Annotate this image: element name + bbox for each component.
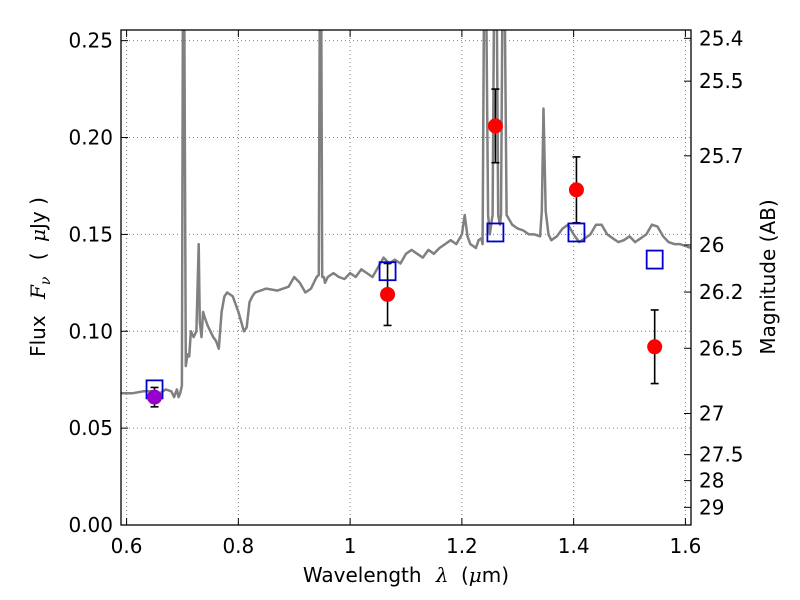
- axes: 0.6 0.8 1 1.2 1.4 1.6 0.00 0.05 0.10 0.15 0.20 0.25…: [68, 26, 743, 558]
- y2-tick-label: 29: [699, 495, 724, 519]
- model-point: [567, 222, 586, 243]
- y-axis-label-unit: Jy ): [26, 197, 50, 231]
- y2-tick-label: 26.5: [699, 336, 744, 360]
- y-axis-label-mu: μ: [26, 229, 50, 242]
- y2-tick-label: 26: [699, 233, 724, 257]
- x-axis-label-symbol: λ: [435, 563, 449, 587]
- y-tick-label: 0.00: [68, 513, 113, 537]
- y2-tick-label: 26.2: [699, 280, 744, 304]
- y-tick-label: 0.10: [68, 319, 113, 343]
- data-layer: [121, 30, 691, 399]
- observed-point: [147, 389, 163, 405]
- observed-point: [487, 118, 503, 134]
- y2-tick-label: 25.7: [699, 144, 744, 168]
- y-tick-label: 0.20: [68, 126, 113, 150]
- y-tick-label: 0.25: [68, 29, 113, 53]
- x-axis-label-unit: m): [482, 563, 509, 587]
- x-axis-label-mu: μ: [469, 563, 482, 587]
- model-point: [378, 261, 397, 282]
- x-tick-label: 1: [344, 534, 357, 558]
- observed-point: [380, 286, 396, 302]
- y2-tick-label: 25.4: [699, 26, 744, 50]
- spectrum-line: [121, 30, 691, 399]
- model-point: [486, 222, 505, 243]
- x-tick-label: 1.4: [558, 534, 590, 558]
- x-axis-label: Wavelength λ (μm): [303, 563, 509, 587]
- y-axis-label-open: (: [26, 252, 50, 260]
- model-point: [645, 249, 664, 270]
- y-axis-label-prefix: Flux: [26, 315, 50, 357]
- observed-point: [647, 339, 663, 355]
- x-axis-label-open: (: [461, 563, 469, 587]
- y-tick-label: 0.15: [68, 222, 113, 246]
- x-axis-label-prefix: Wavelength: [303, 563, 422, 587]
- plot-area: [121, 30, 691, 525]
- y-axis-label-subscript: ν: [38, 276, 54, 285]
- y2-tick-label: 27: [699, 402, 724, 426]
- y-axis-label: Flux Fν ( μJy ): [26, 197, 55, 357]
- y-tick-label: 0.05: [68, 416, 113, 440]
- y2-tick-label: 25.5: [699, 69, 744, 93]
- y2-tick-label: 27.5: [699, 443, 744, 467]
- y2-tick-label: 28: [699, 469, 724, 493]
- x-tick-label: 1.2: [446, 534, 478, 558]
- y2-axis-label: Magnitude (AB): [756, 199, 780, 354]
- plot-frame: [120, 29, 692, 526]
- data-points: [145, 118, 664, 405]
- observed-point: [568, 182, 584, 198]
- x-tick-label: 0.8: [222, 534, 254, 558]
- y-axis-label-symbol: F: [26, 284, 50, 300]
- x-tick-label: 1.6: [670, 534, 702, 558]
- x-tick-label: 0.6: [111, 534, 143, 558]
